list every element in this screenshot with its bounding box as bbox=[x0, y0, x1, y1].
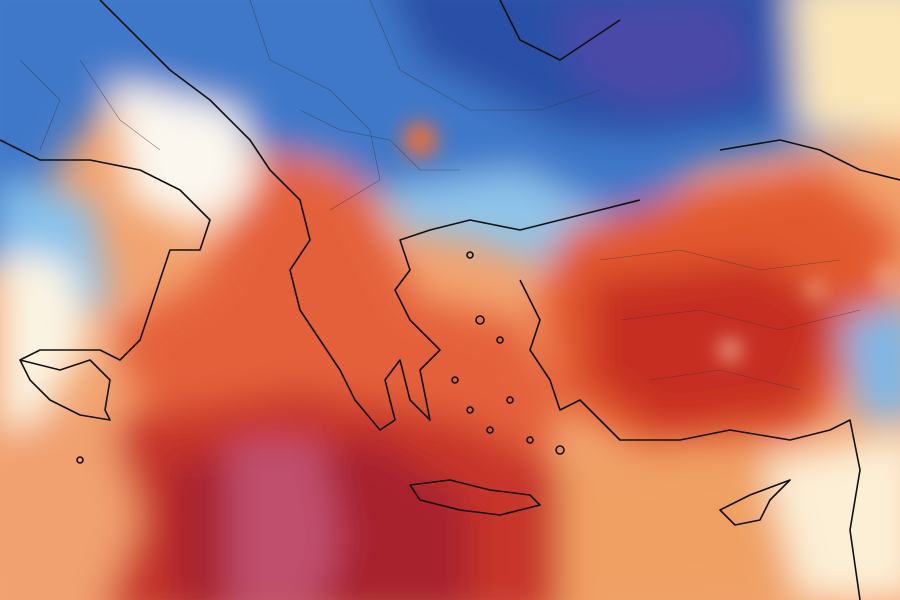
island bbox=[475, 315, 485, 325]
coastline-black-sea bbox=[719, 139, 900, 181]
neutral-northeast bbox=[791, 0, 900, 138]
island bbox=[526, 436, 534, 444]
hot-spots bbox=[402, 122, 893, 360]
coastline-crete bbox=[409, 479, 541, 516]
coastline-italy bbox=[0, 139, 211, 361]
border bbox=[649, 369, 801, 391]
warm-southwest bbox=[0, 420, 140, 600]
hot-spot bbox=[877, 267, 893, 283]
island bbox=[76, 456, 84, 464]
neutral-italy bbox=[110, 80, 260, 230]
coastline-balkans bbox=[99, 0, 641, 431]
island bbox=[466, 251, 474, 259]
warm-southeast bbox=[560, 450, 800, 600]
hot-spot bbox=[807, 282, 823, 298]
border bbox=[249, 0, 381, 211]
border bbox=[19, 59, 61, 151]
borders bbox=[19, 0, 861, 391]
islands bbox=[76, 251, 565, 464]
hot-anatolia bbox=[590, 260, 840, 430]
island bbox=[451, 376, 459, 384]
cool-east bbox=[840, 305, 900, 420]
hot-spot bbox=[720, 340, 740, 360]
island bbox=[466, 406, 474, 414]
island bbox=[496, 336, 504, 344]
coastline-north bbox=[499, 0, 621, 61]
border bbox=[599, 249, 841, 271]
coastline-anatolia bbox=[519, 279, 861, 600]
border bbox=[299, 109, 460, 171]
island bbox=[486, 426, 494, 434]
border bbox=[619, 309, 861, 331]
coastline-cyprus bbox=[719, 479, 791, 526]
warm-spot bbox=[402, 122, 438, 158]
neutral-levant bbox=[760, 433, 900, 600]
border bbox=[79, 59, 161, 151]
coastline-sicily bbox=[19, 359, 111, 421]
neutral-west bbox=[0, 250, 90, 430]
border bbox=[369, 0, 601, 111]
island bbox=[555, 445, 565, 455]
extreme-core bbox=[230, 440, 340, 600]
island bbox=[506, 396, 514, 404]
